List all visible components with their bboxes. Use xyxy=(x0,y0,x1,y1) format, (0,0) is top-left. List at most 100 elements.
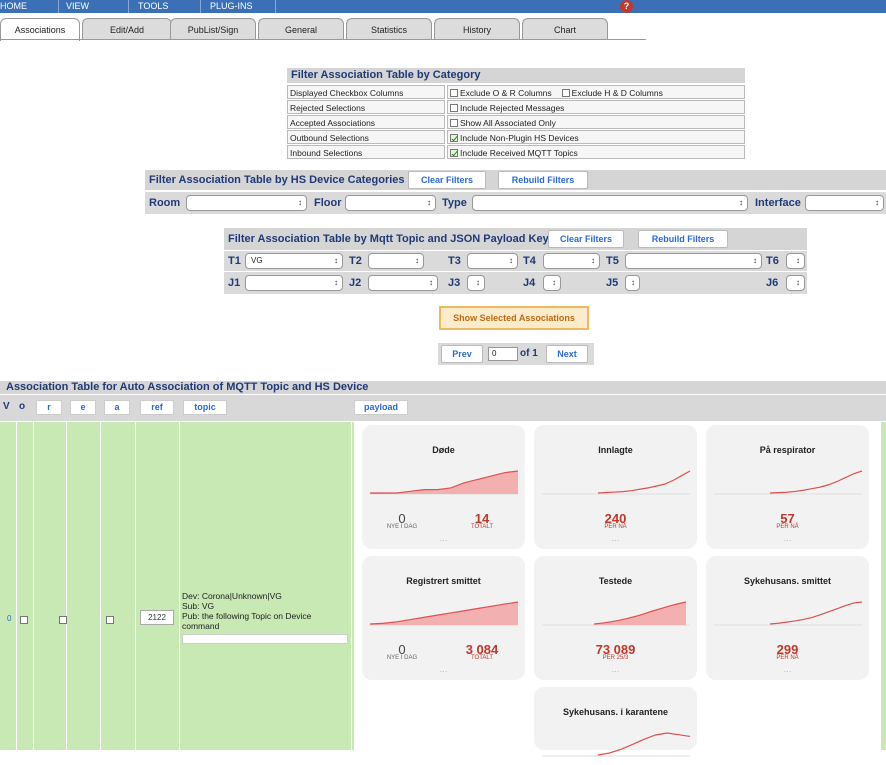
j5-select[interactable] xyxy=(625,275,640,291)
room-select[interactable] xyxy=(186,195,307,211)
next-page-button[interactable]: Next xyxy=(546,345,588,363)
stat-card: Døde 0 NYE I DAG 14 TOTALT… xyxy=(362,425,525,549)
category-option[interactable]: Exclude H & D Columns xyxy=(561,88,663,98)
t4-label: T4 xyxy=(523,255,536,267)
sparkline-line xyxy=(370,470,519,494)
j1-select[interactable] xyxy=(245,275,343,291)
category-option[interactable]: Include Rejected Messages xyxy=(450,103,564,113)
category-option-label: Include Received MQTT Topics xyxy=(460,148,578,158)
category-option-checkbox[interactable] xyxy=(450,149,458,157)
mqtt-clear-filters-button[interactable]: Clear Filters xyxy=(548,230,624,248)
row-o-checkbox[interactable] xyxy=(20,616,28,624)
mqtt-rebuild-filters-button[interactable]: Rebuild Filters xyxy=(638,230,728,248)
row-ref-value[interactable]: 2122 xyxy=(140,610,174,625)
t3-select[interactable] xyxy=(467,253,518,269)
row-r-checkbox[interactable] xyxy=(58,616,67,624)
j6-label: J6 xyxy=(766,277,779,289)
t5-select[interactable] xyxy=(625,253,762,269)
col-header-ref[interactable]: ref xyxy=(140,400,174,415)
stat-card-center-val: 73 089 xyxy=(595,642,636,657)
interface-label: Interface xyxy=(755,197,801,209)
stat-card-left-sub: NYE I DAG xyxy=(386,655,418,661)
j2-select[interactable] xyxy=(368,275,438,291)
category-option-checkbox[interactable] xyxy=(450,134,458,142)
more-icon[interactable]: … xyxy=(439,665,448,674)
col-header-a[interactable]: a xyxy=(104,400,130,415)
tab-publist-sign[interactable]: PubList/Sign xyxy=(170,18,256,40)
stat-card-title: Døde xyxy=(432,445,455,455)
category-option-checkbox[interactable] xyxy=(450,119,458,127)
tab-edit-add[interactable]: Edit/Add xyxy=(82,18,172,40)
category-row: Accepted Associations Show All Associated… xyxy=(287,115,745,129)
category-row: Inbound Selections Include Received MQTT … xyxy=(287,145,745,159)
tab-associations[interactable]: Associations xyxy=(0,18,80,41)
tab-general[interactable]: General xyxy=(258,18,344,40)
t6-select[interactable] xyxy=(786,253,805,269)
more-icon[interactable]: … xyxy=(783,665,792,674)
category-row: Displayed Checkbox Columns Exclude O & R … xyxy=(287,85,745,99)
sparkline-line xyxy=(769,470,863,494)
stat-card-left-sub: NYE I DAG xyxy=(386,524,418,530)
sparkline-line xyxy=(597,470,691,494)
row-topic-input[interactable] xyxy=(182,634,348,644)
j1-label: J1 xyxy=(228,277,241,289)
category-option-label: Include Rejected Messages xyxy=(460,103,565,113)
category-option-checkbox[interactable] xyxy=(561,89,570,97)
show-selected-associations-button[interactable]: Show Selected Associations xyxy=(439,306,589,330)
stat-card: Innlagte 240 PER NÅ… xyxy=(534,425,697,549)
category-option[interactable]: Include Non-Plugin HS Devices xyxy=(450,133,579,143)
help-icon[interactable]: ? xyxy=(620,0,633,13)
floor-select[interactable] xyxy=(345,195,436,211)
j3-select[interactable] xyxy=(467,275,485,291)
j6-select[interactable] xyxy=(786,275,805,291)
tab-underline xyxy=(0,39,646,40)
menu-tools[interactable]: TOOLS xyxy=(138,1,169,11)
category-option-checkbox[interactable] xyxy=(450,104,458,112)
topic-line: command xyxy=(182,621,220,631)
menu-plugins[interactable]: PLUG-INS xyxy=(210,1,253,11)
stat-card-title: Sykehusans. smittet xyxy=(743,576,832,586)
menu-home[interactable]: HOME xyxy=(0,1,27,11)
more-icon[interactable]: … xyxy=(783,534,792,543)
prev-page-button[interactable]: Prev xyxy=(441,345,483,363)
col-header-e[interactable]: e xyxy=(70,400,96,415)
t2-select[interactable] xyxy=(368,253,424,269)
menu-view[interactable]: VIEW xyxy=(66,1,90,11)
stat-card-title: Sykehusans. i karantene xyxy=(562,707,669,717)
column-divider xyxy=(351,422,352,750)
type-select[interactable] xyxy=(472,195,748,211)
sparkline-line xyxy=(597,732,691,756)
menu-separator xyxy=(128,0,129,13)
category-row-label: Accepted Associations xyxy=(287,115,445,129)
category-option[interactable]: Include Received MQTT Topics xyxy=(450,148,578,158)
topic-line: Sub: VG xyxy=(182,601,215,611)
t4-select[interactable] xyxy=(543,253,600,269)
category-option[interactable]: Show All Associated Only xyxy=(450,118,556,128)
category-row-label: Inbound Selections xyxy=(287,145,445,159)
j5-label: J5 xyxy=(606,277,619,289)
col-header-topic[interactable]: topic xyxy=(183,400,227,415)
page-number-input[interactable]: 0 xyxy=(488,347,518,361)
j4-select[interactable] xyxy=(543,275,561,291)
hs-filter-title: Filter Association Table by HS Device Ca… xyxy=(149,174,405,186)
col-header-payload[interactable]: payload xyxy=(354,400,408,415)
category-option[interactable]: Exclude O & R Columns xyxy=(450,88,552,98)
interface-select[interactable] xyxy=(805,195,884,211)
sparkline-area xyxy=(594,602,686,625)
more-icon[interactable]: … xyxy=(611,665,620,674)
column-divider xyxy=(880,422,886,750)
tab-chart[interactable]: Chart xyxy=(522,18,608,40)
more-icon[interactable]: … xyxy=(439,534,448,543)
tab-statistics[interactable]: Statistics xyxy=(346,18,432,40)
hs-rebuild-filters-button[interactable]: Rebuild Filters xyxy=(498,171,588,189)
tab-history[interactable]: History xyxy=(434,18,520,40)
category-option-checkbox[interactable] xyxy=(450,89,458,97)
t1-select[interactable]: VG xyxy=(245,253,343,269)
row-e-checkbox[interactable] xyxy=(106,616,115,624)
col-header-r[interactable]: r xyxy=(36,400,62,415)
category-option-label: Exclude O & R Columns xyxy=(460,88,552,98)
j4-label: J4 xyxy=(523,277,536,289)
hs-clear-filters-button[interactable]: Clear Filters xyxy=(408,171,486,189)
column-divider xyxy=(135,422,136,750)
more-icon[interactable]: … xyxy=(611,534,620,543)
